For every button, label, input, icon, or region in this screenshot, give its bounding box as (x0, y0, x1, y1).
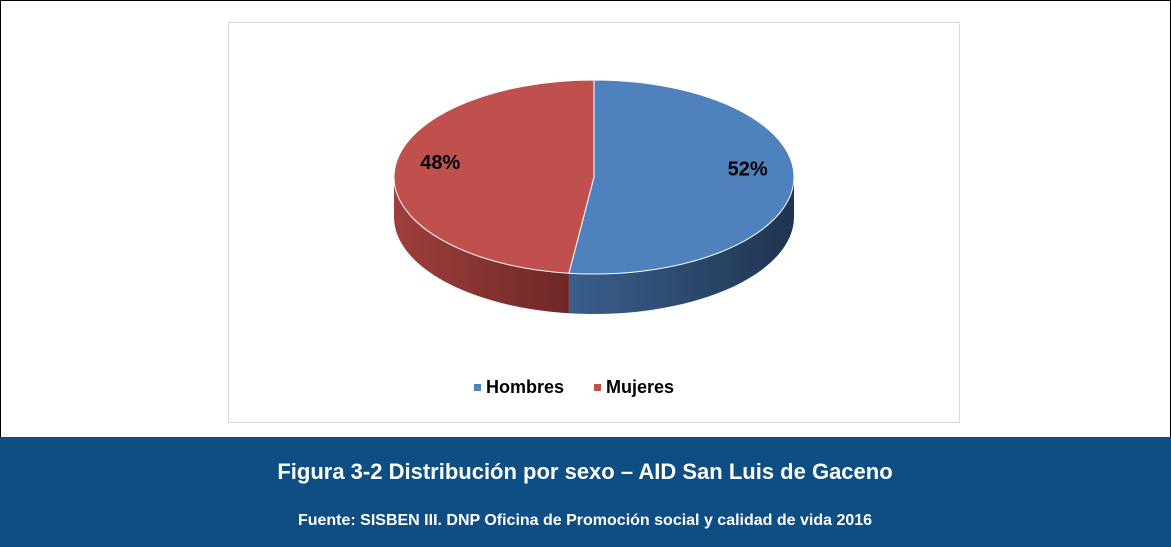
legend: Hombres Mujeres (474, 377, 674, 397)
slice-side (394, 177, 569, 314)
caption-source: Fuente: SISBEN III. DNP Oficina de Promo… (298, 512, 872, 529)
slice (393, 79, 595, 274)
caption-title: Figura 3-2 Distribución por sexo – AID S… (277, 459, 892, 484)
legend-label: Hombres (486, 377, 564, 397)
slice (568, 79, 795, 275)
data-label: 48% (420, 152, 460, 174)
legend-swatch (474, 384, 481, 391)
caption-band (0, 437, 1171, 547)
legend-label: Mujeres (606, 377, 674, 397)
slice-side (568, 177, 794, 314)
pie: 52% 48% (393, 79, 795, 314)
data-label: 52% (728, 159, 768, 181)
legend-swatch (594, 384, 602, 391)
